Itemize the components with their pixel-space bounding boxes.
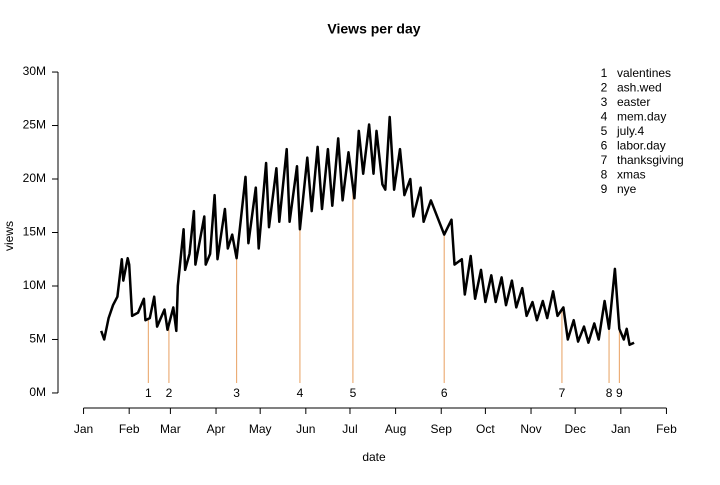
legend-name: labor.day	[617, 139, 666, 153]
y-tick-label: 20M	[23, 171, 46, 185]
y-tick-label: 30M	[23, 64, 46, 78]
x-tick-label: Jan	[74, 422, 93, 436]
x-tick-label: Jan	[611, 422, 630, 436]
event-number: 5	[350, 386, 357, 400]
event-number: 3	[233, 386, 240, 400]
x-tick-label: Feb	[656, 422, 677, 436]
y-tick-label: 0M	[29, 385, 46, 399]
chart-title: Views per day	[327, 21, 420, 37]
legend-number: 7	[601, 153, 608, 167]
x-tick-label: Nov	[520, 422, 541, 436]
x-tick-label: May	[249, 422, 272, 436]
x-tick-label: Feb	[119, 422, 140, 436]
legend-number: 6	[601, 139, 608, 153]
x-axis-label: date	[362, 450, 386, 464]
legend-number: 4	[601, 110, 608, 124]
event-number: 1	[145, 386, 152, 400]
legend-number: 9	[601, 182, 608, 196]
legend-name: july.4	[616, 124, 644, 138]
y-tick-label: 5M	[29, 332, 46, 346]
y-tick-label: 10M	[23, 278, 46, 292]
x-tick-label: Jun	[296, 422, 315, 436]
event-number: 9	[616, 386, 623, 400]
legend-name: easter	[617, 95, 650, 109]
legend-name: valentines	[617, 66, 671, 80]
x-tick-label: Jul	[342, 422, 357, 436]
x-tick-label: Apr	[207, 422, 226, 436]
legend-name: nye	[617, 182, 637, 196]
event-number: 2	[166, 386, 173, 400]
legend-name: xmas	[617, 168, 646, 182]
event-number: 7	[559, 386, 566, 400]
legend-name: mem.day	[617, 110, 666, 124]
x-tick-label: Oct	[476, 422, 495, 436]
y-axis-label: views	[2, 221, 16, 251]
series-line	[100, 115, 635, 347]
legend-name: ash.wed	[617, 81, 662, 95]
x-tick-label: Dec	[565, 422, 586, 436]
x-tick-label: Mar	[160, 422, 181, 436]
y-tick-label: 15M	[23, 225, 46, 239]
legend-number: 1	[601, 66, 608, 80]
legend-number: 3	[601, 95, 608, 109]
legend-number: 5	[601, 124, 608, 138]
legend-number: 2	[601, 81, 608, 95]
y-tick-label: 25M	[23, 118, 46, 132]
legend-name: thanksgiving	[617, 153, 684, 167]
event-number: 4	[297, 386, 304, 400]
legend-number: 8	[601, 168, 608, 182]
x-tick-label: Aug	[385, 422, 406, 436]
event-number: 8	[606, 386, 613, 400]
event-number: 6	[441, 386, 448, 400]
x-tick-label: Sep	[431, 422, 453, 436]
